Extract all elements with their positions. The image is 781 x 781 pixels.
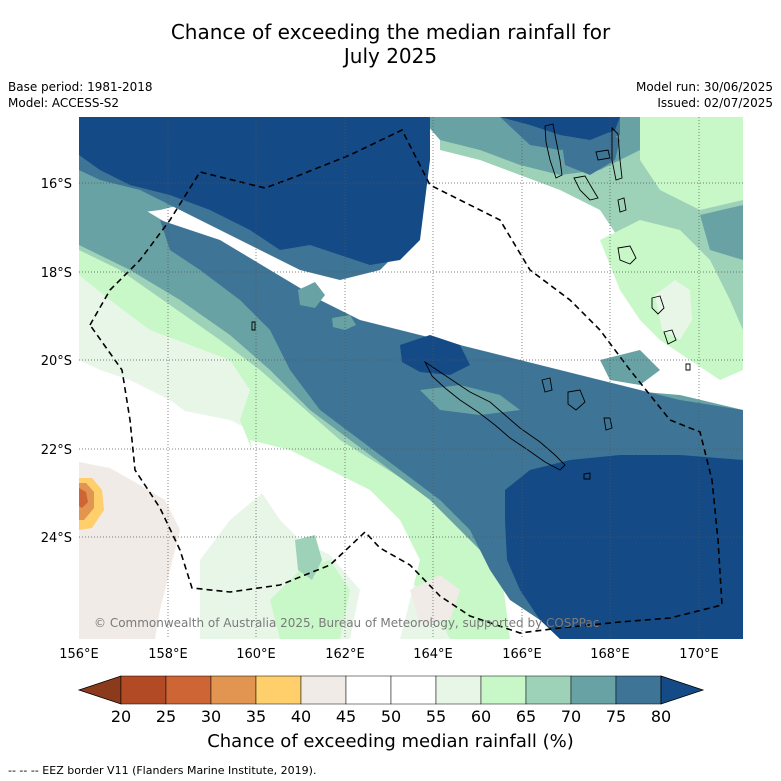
lon-label: 166°E	[502, 647, 542, 662]
colorbar-tick-label: 45	[336, 707, 356, 726]
colorbar-tick-label: 70	[561, 707, 581, 726]
lat-label: 24°S	[41, 531, 72, 546]
lon-label: 162°E	[325, 647, 365, 662]
colorbar-extend-low	[77, 675, 122, 705]
eez-footnote: -- -- -- EEZ border V11 (Flanders Marine…	[8, 764, 317, 777]
colorbar-segment	[345, 675, 392, 705]
colorbar-tick-label: 75	[606, 707, 626, 726]
colorbar-tick-label: 25	[156, 707, 176, 726]
model-run: Model run: 30/06/2025	[635, 80, 773, 94]
colorbar-extend-high	[660, 675, 705, 705]
colorbar-segment	[255, 675, 302, 705]
lon-label: 160°E	[236, 647, 276, 662]
colorbar	[77, 675, 705, 705]
colorbar-label: Chance of exceeding median rainfall (%)	[207, 731, 574, 752]
lat-label: 18°S	[41, 266, 72, 281]
lat-label: 20°S	[41, 354, 72, 369]
lat-label: 22°S	[41, 443, 72, 458]
colorbar-tick-label: 60	[471, 707, 491, 726]
colorbar-segment	[525, 675, 572, 705]
colorbar-segment	[480, 675, 527, 705]
colorbar-tick-label: 55	[426, 707, 446, 726]
colorbar-ticks: 20 25 30 35 40 45 50 55 60 65 70 75 80	[111, 707, 671, 726]
map-gridlines	[79, 117, 743, 639]
lat-label: 16°S	[41, 177, 72, 192]
issued-date: Issued: 02/07/2025	[657, 96, 773, 110]
lon-label: 156°E	[59, 647, 99, 662]
lon-label: 168°E	[590, 647, 630, 662]
base-period: Base period: 1981-2018	[8, 80, 153, 94]
map-title-line2: July 2025	[343, 44, 438, 68]
lon-label: 164°E	[413, 647, 453, 662]
colorbar-tick-label: 50	[381, 707, 401, 726]
colorbar-tick-label: 80	[651, 707, 671, 726]
lon-label: 158°E	[148, 647, 188, 662]
latitude-labels: 16°S 18°S 20°S 22°S 24°S	[41, 177, 72, 546]
rainfall-contours	[79, 117, 743, 639]
colorbar-segment	[120, 675, 167, 705]
colorbar-segment	[570, 675, 617, 705]
colorbar-segment	[615, 675, 662, 705]
colorbar-tick-label: 20	[111, 707, 131, 726]
longitude-labels: 156°E 158°E 160°E 162°E 164°E 166°E 168°…	[59, 647, 719, 662]
map-title-line1: Chance of exceeding the median rainfall …	[170, 20, 611, 44]
colorbar-segment	[390, 675, 437, 705]
colorbar-tick-label: 65	[516, 707, 536, 726]
colorbar-segment	[300, 675, 347, 705]
coastlines	[251, 123, 691, 480]
copyright-notice: © Commonwealth of Australia 2025, Bureau…	[94, 616, 599, 630]
eez-border	[89, 128, 723, 634]
model-name: Model: ACCESS-S2	[8, 96, 120, 110]
colorbar-tick-label: 35	[246, 707, 266, 726]
colorbar-tick-label: 30	[201, 707, 221, 726]
colorbar-segment	[210, 675, 257, 705]
colorbar-segment	[165, 675, 212, 705]
colorbar-segment	[435, 675, 482, 705]
lon-label: 170°E	[679, 647, 719, 662]
colorbar-tick-label: 40	[291, 707, 311, 726]
